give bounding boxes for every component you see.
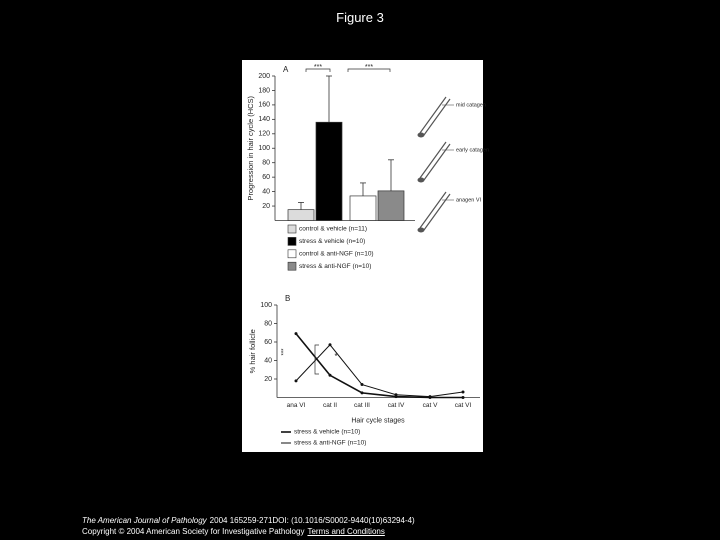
citation-details: 2004 165259-271DOI: (10.1016/S0002-9440(… xyxy=(209,516,415,525)
legend-swatch xyxy=(287,249,297,259)
series-line xyxy=(295,344,464,398)
copyright: Copyright © 2004 American Society for In… xyxy=(82,527,305,536)
x-tick-label: cat VI xyxy=(455,402,472,409)
y-tick-label: 100 xyxy=(258,145,270,152)
legend-label: stress & vehicle (n=10) xyxy=(294,429,360,436)
bar xyxy=(349,195,377,221)
bar xyxy=(377,190,405,221)
legend-label: control & vehicle (n=11) xyxy=(299,226,367,233)
legend-label: stress & vehicle (n=10) xyxy=(299,238,365,245)
point xyxy=(360,391,364,395)
point xyxy=(428,395,432,399)
citation: The American Journal of Pathology 2004 16… xyxy=(82,516,418,525)
panel-label: A xyxy=(283,65,289,74)
panel-label: B xyxy=(285,294,290,303)
follicle-bulb xyxy=(417,177,425,183)
point xyxy=(461,390,465,394)
legend-swatch xyxy=(287,237,297,246)
x-tick-label: cat III xyxy=(354,402,370,409)
terms-link[interactable]: Terms and Conditions xyxy=(307,527,385,536)
x-axis-label: Hair cycle stages xyxy=(351,417,405,424)
x-tick-label: cat V xyxy=(423,402,438,409)
schematic-label: early catagen xyxy=(456,147,489,153)
y-tick-label: 40 xyxy=(264,357,272,364)
point xyxy=(360,383,364,387)
y-tick-label: 180 xyxy=(258,87,270,94)
y-tick-label: 140 xyxy=(258,116,270,123)
x-tick-label: cat II xyxy=(323,402,337,409)
x-tick-label: ana VI xyxy=(287,402,306,409)
slide-title: Figure 3 xyxy=(336,10,384,25)
y-tick-label: 60 xyxy=(264,339,272,346)
y-tick-label: 20 xyxy=(262,203,270,210)
point xyxy=(328,373,332,377)
significance-mark: *** xyxy=(282,348,288,356)
figure-panel xyxy=(242,60,483,452)
schematic-label: anagen VI xyxy=(456,197,482,203)
significance-mark: *** xyxy=(314,64,322,71)
point xyxy=(394,393,398,397)
y-tick-label: 200 xyxy=(258,73,270,80)
y-tick-label: 100 xyxy=(260,302,272,309)
significance-bracket xyxy=(314,344,319,375)
point xyxy=(294,379,298,383)
follicle-bulb xyxy=(417,227,425,233)
y-tick-label: 80 xyxy=(264,320,272,327)
y-axis-label: Progression in hair cycle (HCS) xyxy=(246,95,255,200)
copyright-line: Copyright © 2004 American Society for In… xyxy=(82,527,388,536)
legend-swatch xyxy=(287,224,297,234)
x-tick-label: cat IV xyxy=(388,402,405,409)
legend-swatch xyxy=(287,261,297,271)
legend-label: stress & anti-NGF (n=10) xyxy=(294,440,366,447)
bar xyxy=(287,209,315,221)
bar xyxy=(315,121,343,221)
y-tick-label: 160 xyxy=(258,102,270,109)
significance-bracket xyxy=(305,68,391,72)
y-tick-label: 40 xyxy=(262,188,270,195)
legend-label: stress & anti-NGF (n=10) xyxy=(299,263,371,270)
significance-mark: *** xyxy=(365,64,373,71)
series-line xyxy=(295,333,463,399)
journal: The American Journal of Pathology xyxy=(82,516,207,525)
y-tick-label: 60 xyxy=(262,174,270,181)
point xyxy=(294,332,298,336)
y-tick-label: 120 xyxy=(258,131,270,138)
schematic-label: mid catagen xyxy=(456,102,486,108)
point xyxy=(328,343,332,347)
y-tick-label: 80 xyxy=(262,160,270,167)
legend-label: control & anti-NGF (n=10) xyxy=(299,251,374,258)
y-tick-label: 20 xyxy=(264,376,272,383)
follicle-bulb xyxy=(417,132,425,138)
significance-mark: * xyxy=(334,352,337,361)
y-axis-label: % hair follicle xyxy=(248,329,257,373)
point xyxy=(461,396,465,399)
